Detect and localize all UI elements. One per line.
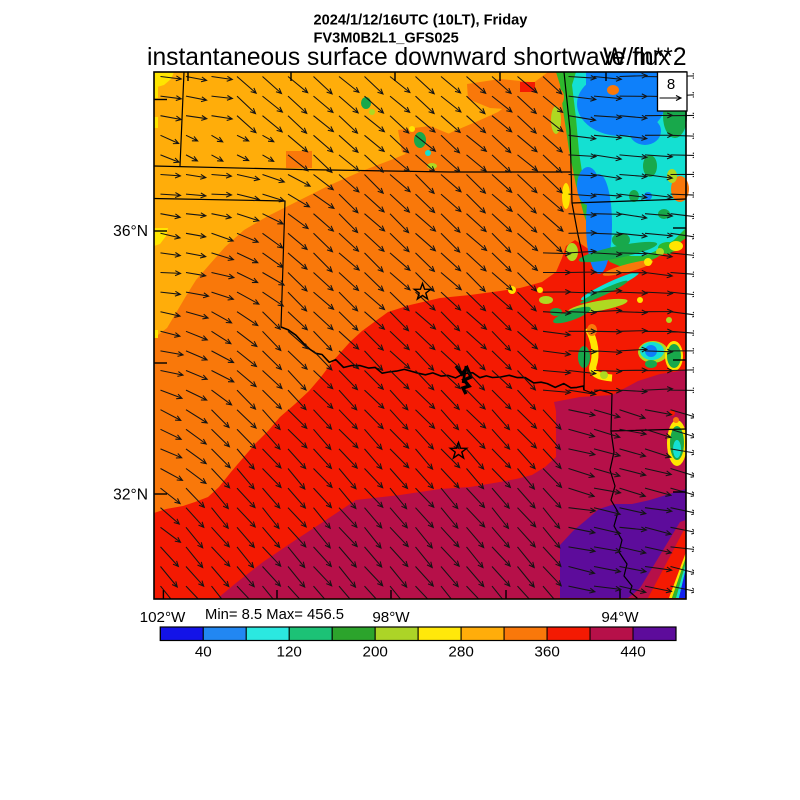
svg-text:120: 120 <box>277 644 302 661</box>
svg-text:FV3M0B2L1_GFS025: FV3M0B2L1_GFS025 <box>314 31 459 47</box>
svg-text:W/m**2: W/m**2 <box>603 44 686 71</box>
svg-text:280: 280 <box>448 644 473 661</box>
svg-text:36°N: 36°N <box>113 223 148 240</box>
svg-text:instantaneous surface downward: instantaneous surface downward shortwave… <box>147 44 671 71</box>
svg-text:2024/1/12/16UTC (10LT), Friday: 2024/1/12/16UTC (10LT), Friday <box>314 13 529 29</box>
svg-text:200: 200 <box>363 644 388 661</box>
svg-text:32°N: 32°N <box>113 487 148 504</box>
svg-text:40: 40 <box>195 644 212 661</box>
svg-text:440: 440 <box>620 644 645 661</box>
svg-text:98°W: 98°W <box>372 609 410 626</box>
svg-text:Min= 8.5 Max= 456.5: Min= 8.5 Max= 456.5 <box>205 607 344 623</box>
svg-text:102°W: 102°W <box>140 609 186 626</box>
svg-text:8: 8 <box>667 76 675 93</box>
svg-text:360: 360 <box>534 644 559 661</box>
svg-text:94°W: 94°W <box>601 609 639 626</box>
